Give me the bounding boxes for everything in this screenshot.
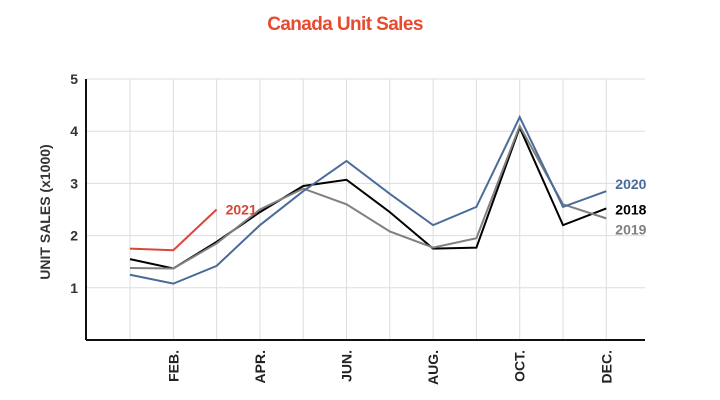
y-tick-labels: 1 2 3 4 5 [70,71,78,296]
x-tick-label: JUN. [339,350,355,382]
chart-title: Canada Unit Sales [267,14,423,35]
y-axis-label: UNIT SALES (x1000) [37,144,53,279]
y-tick-label: 1 [70,280,78,296]
y-tick-label: 4 [70,123,78,139]
x-tick-labels: FEB. APR. JUN. AUG. OCT. DEC. [165,350,614,385]
y-tick-label: 3 [70,175,78,191]
series-line-2020 [129,114,607,285]
x-tick-label: FEB. [165,350,181,382]
series-label-2018: 2018 [615,201,646,217]
y-tick-label: 2 [70,228,78,244]
y-tick-label: 5 [70,71,78,87]
series-label-2021: 2021 [226,202,257,218]
series-label-2020: 2020 [615,176,646,192]
x-tick-label: OCT. [512,350,528,382]
x-tick-label: AUG. [425,350,441,385]
series-legend: 2018 2019 2020 2021 [226,176,647,237]
x-tick-label: DEC. [598,350,614,383]
series-line-2021 [129,208,218,252]
series-label-2019: 2019 [615,221,646,237]
series-lines [129,114,607,285]
series-line-2019 [129,123,607,270]
x-tick-label: APR. [252,350,268,383]
grid-lines [86,78,645,340]
series-line-2018 [129,124,607,270]
axes [85,79,645,341]
